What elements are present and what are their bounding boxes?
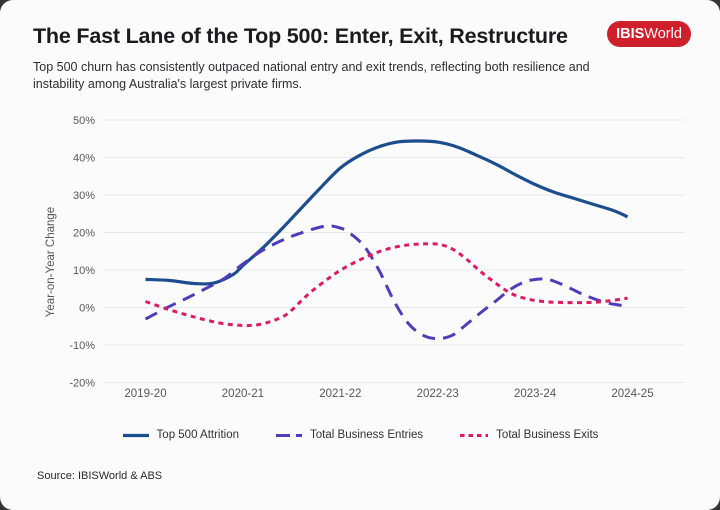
svg-text:-20%: -20% bbox=[69, 378, 95, 390]
chart-subtitle: Top 500 churn has consistently outpaced … bbox=[33, 59, 590, 92]
svg-text:2022-23: 2022-23 bbox=[417, 388, 459, 400]
svg-text:2021-22: 2021-22 bbox=[319, 388, 361, 400]
legend-item-top500-attrition: Top 500 Attrition bbox=[122, 429, 239, 441]
legend-item-business-entries: Total Business Entries bbox=[275, 429, 423, 441]
legend-swatch-solid-line bbox=[122, 433, 149, 437]
svg-text:2023-24: 2023-24 bbox=[514, 388, 557, 400]
legend-swatch-long-dash-line bbox=[276, 433, 303, 437]
svg-text:30%: 30% bbox=[73, 190, 95, 202]
subtitle-line-1: Top 500 churn has consistently outpaced … bbox=[33, 60, 590, 74]
svg-text:40%: 40% bbox=[73, 153, 95, 165]
svg-text:-10%: -10% bbox=[69, 340, 95, 352]
svg-text:2019-20: 2019-20 bbox=[124, 388, 166, 400]
legend-item-business-exits: Total Business Exits bbox=[459, 429, 598, 441]
subtitle-line-2: instability among Australia's largest pr… bbox=[33, 76, 303, 91]
legend-swatch-short-dash-line bbox=[460, 433, 489, 437]
legend-label: Total Business Entries bbox=[310, 429, 424, 441]
legend-label: Top 500 Attrition bbox=[156, 429, 240, 441]
logo-text-regular: World bbox=[644, 26, 682, 42]
legend-label: Total Business Exits bbox=[496, 429, 599, 441]
source-note: Source: IBISWorld & ABS bbox=[37, 470, 163, 482]
page-title: The Fast Lane of the Top 500: Enter, Exi… bbox=[33, 24, 568, 48]
svg-text:20%: 20% bbox=[73, 228, 95, 240]
svg-text:10%: 10% bbox=[73, 265, 95, 277]
logo-text-bold: IBIS bbox=[616, 26, 645, 42]
svg-text:2024-25: 2024-25 bbox=[611, 388, 653, 400]
ibisworld-logo: IBIS World bbox=[607, 21, 691, 47]
svg-text:50%: 50% bbox=[73, 115, 95, 127]
svg-text:2020-21: 2020-21 bbox=[222, 388, 264, 400]
svg-text:0%: 0% bbox=[79, 303, 95, 315]
chart-legend: Top 500 Attrition Total Business Entries… bbox=[0, 429, 720, 441]
